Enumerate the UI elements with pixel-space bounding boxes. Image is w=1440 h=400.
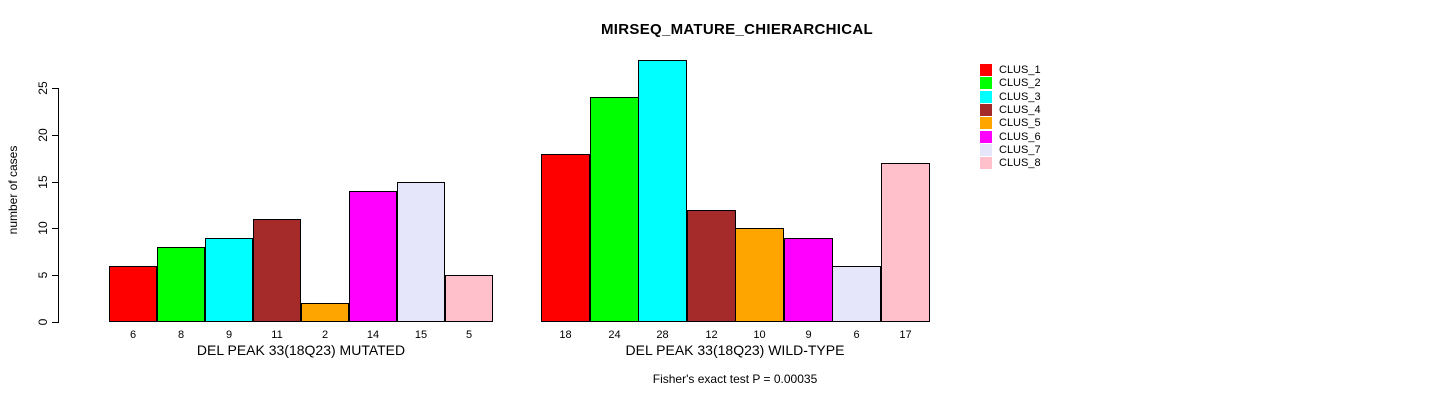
x-tick-label: 15 [414, 329, 428, 341]
legend-label: CLUS_5 [999, 117, 1041, 129]
x-tick-label: 9 [805, 329, 812, 341]
y-tick-label: 0 [36, 318, 50, 326]
bar [445, 275, 493, 322]
x-tick-label: 11 [271, 329, 283, 341]
bar [253, 219, 301, 322]
x-tick-label: 5 [465, 329, 473, 341]
x-tick-label: 28 [656, 329, 669, 341]
legend-color-swatch [980, 104, 992, 116]
x-tick-label: 8 [177, 329, 185, 341]
bar [590, 97, 639, 322]
legend-item: CLUS_2 [980, 77, 1060, 90]
legend-color-swatch [980, 157, 992, 169]
x-tick-label: 17 [899, 329, 912, 341]
bar [157, 247, 205, 322]
group-axis-label: DEL PEAK 33(18Q23) WILD-TYPE [625, 342, 845, 358]
y-axis-line [58, 88, 59, 323]
bar [735, 228, 784, 322]
x-tick-label: 9 [225, 329, 233, 341]
legend-item: CLUS_5 [980, 117, 1060, 130]
x-tick-label: 6 [853, 329, 860, 341]
x-tick-label: 18 [559, 329, 572, 341]
legend-label: CLUS_8 [999, 157, 1041, 169]
y-tick-mark [52, 228, 58, 229]
legend-label: CLUS_6 [999, 131, 1041, 143]
y-tick-label: 15 [36, 175, 50, 189]
bar [397, 182, 445, 322]
y-tick-label: 10 [36, 221, 50, 235]
legend-label: CLUS_1 [999, 64, 1041, 76]
y-tick-mark [52, 275, 58, 276]
legend-color-swatch [980, 117, 992, 129]
bar [832, 266, 881, 322]
x-tick-label: 14 [366, 329, 380, 341]
x-tick-label: 10 [753, 329, 766, 341]
y-tick-label: 25 [36, 81, 50, 95]
bar [638, 60, 687, 322]
y-tick-mark [52, 88, 58, 89]
bar [109, 266, 157, 322]
bar [784, 238, 833, 322]
bar [881, 163, 930, 322]
y-axis-label: number of cases [6, 145, 20, 235]
y-tick-mark [52, 322, 58, 323]
legend-color-swatch [980, 144, 992, 156]
legend-color-swatch [980, 77, 992, 89]
y-tick-mark [52, 135, 58, 136]
legend-item: CLUS_6 [980, 131, 1060, 144]
x-tick-label: 2 [321, 329, 329, 341]
legend-label: CLUS_3 [999, 91, 1041, 103]
x-tick-label: 6 [129, 329, 137, 341]
bar [349, 191, 397, 322]
legend-item: CLUS_4 [980, 104, 1060, 117]
legend-color-swatch [980, 131, 992, 143]
x-tick-label: 24 [608, 329, 621, 341]
y-tick-mark [52, 182, 58, 183]
legend-label: CLUS_2 [999, 77, 1041, 89]
bar [541, 154, 590, 322]
bar [205, 238, 253, 322]
bar [301, 303, 349, 322]
fisher-test-annotation: Fisher's exact test P = 0.00035 [652, 372, 818, 386]
legend-item: CLUS_7 [980, 144, 1060, 157]
legend-color-swatch [980, 64, 992, 76]
legend-item: CLUS_3 [980, 91, 1060, 104]
chart-title: MIRSEQ_MATURE_CHIERARCHICAL [601, 21, 873, 38]
legend-color-swatch [980, 91, 992, 103]
y-tick-label: 5 [36, 271, 50, 279]
legend-item: CLUS_8 [980, 157, 1060, 170]
legend-label: CLUS_4 [999, 104, 1041, 116]
legend-label: CLUS_7 [999, 144, 1041, 156]
group-axis-label: DEL PEAK 33(18Q23) MUTATED [196, 342, 406, 358]
x-tick-label: 12 [705, 329, 718, 341]
bar [687, 210, 736, 322]
y-tick-label: 20 [36, 128, 50, 142]
legend-item: CLUS_1 [980, 64, 1060, 77]
